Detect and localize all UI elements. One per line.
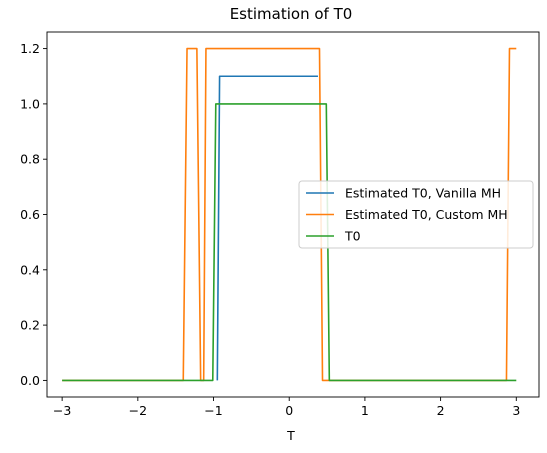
legend-label: Estimated T0, Custom MH [345,207,508,222]
y-tick-label: 0.4 [20,262,40,277]
x-tick-label: −2 [129,403,147,418]
legend: Estimated T0, Vanilla MH Estimated T0, Cu… [298,180,534,249]
x-tick-label: −3 [53,403,71,418]
series-layer [62,47,517,382]
chart-title: Estimation of T0 [230,5,353,23]
x-tick-label: −1 [204,403,222,418]
x-tick-label: 2 [437,403,445,418]
x-tick-label: 1 [361,403,369,418]
y-axis-ticks: 0.0 0.2 0.4 0.6 0.8 1.0 1.2 [20,41,47,388]
y-tick-label: 1.0 [20,96,40,111]
y-tick-label: 0.0 [20,373,40,388]
x-tick-label: 0 [285,403,293,418]
series-line-2 [62,47,517,382]
y-tick-label: 0.2 [20,318,40,333]
series-line-3 [62,103,517,382]
series-line-1 [216,75,318,381]
y-tick-label: 0.6 [20,207,40,222]
x-axis-ticks: −3 −2 −1 0 1 2 3 [53,397,520,418]
legend-box [298,180,534,249]
x-axis-label: T [286,428,295,443]
x-tick-label: 3 [512,403,520,418]
y-tick-label: 0.8 [20,152,40,167]
legend-label: Estimated T0, Vanilla MH [345,186,501,201]
legend-label: T0 [344,229,361,244]
y-tick-label: 1.2 [20,41,40,56]
